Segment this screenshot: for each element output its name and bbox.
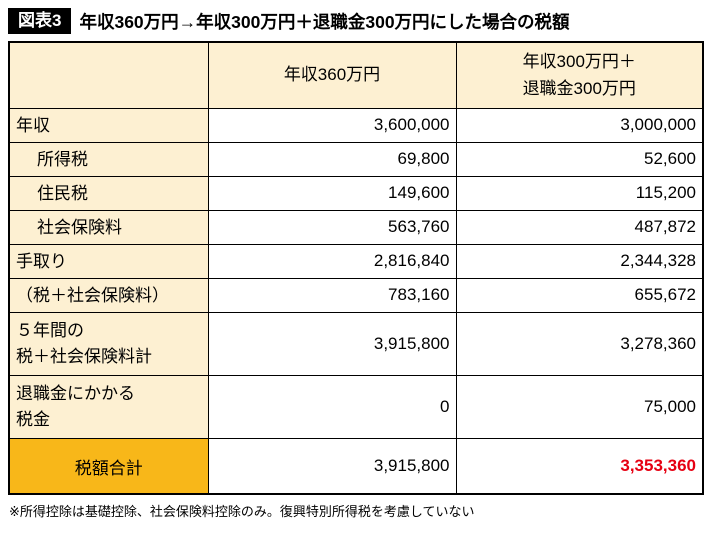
header-row: 年収360万円 年収300万円＋ 退職金300万円 bbox=[8, 41, 704, 109]
table-row-income-tax: 所得税 69,800 52,600 bbox=[8, 141, 704, 177]
table-row-income: 年収 3,600,000 3,000,000 bbox=[8, 107, 704, 143]
row-label: 手取り bbox=[8, 243, 209, 279]
row-value-col2: 75,000 bbox=[455, 374, 704, 439]
total-value-col2-highlighted: 3,353,360 bbox=[455, 437, 704, 495]
row-value-col2: 487,872 bbox=[455, 209, 704, 245]
footnote: ※所得控除は基礎控除、社会保険料控除のみ。復興特別所得税を考慮していない bbox=[9, 504, 475, 520]
table-row-social-insurance: 社会保険料 563,760 487,872 bbox=[8, 209, 704, 245]
figure-container: 図表3 年収360万円→年収300万円＋退職金300万円にした場合の税額 年収3… bbox=[8, 8, 704, 520]
column-header-300-retirement: 年収300万円＋ 退職金300万円 bbox=[455, 41, 704, 109]
row-label: 退職金にかかる 税金 bbox=[8, 374, 209, 439]
row-label: 年収 bbox=[8, 107, 209, 143]
row-value-col2: 655,672 bbox=[455, 277, 704, 313]
row-value-col1: 69,800 bbox=[207, 141, 457, 177]
table-row-resident-tax: 住民税 149,600 115,200 bbox=[8, 175, 704, 211]
table-row-retirement-tax: 退職金にかかる 税金 0 75,000 bbox=[8, 374, 704, 439]
row-value-col2: 115,200 bbox=[455, 175, 704, 211]
row-label: ５年間の 税＋社会保険料計 bbox=[8, 311, 209, 376]
figure-titlebar: 図表3 年収360万円→年収300万円＋退職金300万円にした場合の税額 bbox=[8, 8, 702, 35]
total-row-label: 税額合計 bbox=[8, 437, 209, 495]
row-value-col1: 0 bbox=[207, 374, 457, 439]
table-row-total-tax: 税額合計 3,915,800 3,353,360 bbox=[8, 437, 704, 495]
row-label: 所得税 bbox=[8, 141, 209, 177]
row-value-col1: 563,760 bbox=[207, 209, 457, 245]
row-value-col2: 3,000,000 bbox=[455, 107, 704, 143]
total-value-col1: 3,915,800 bbox=[207, 437, 457, 495]
row-label: 住民税 bbox=[8, 175, 209, 211]
row-value-col2: 52,600 bbox=[455, 141, 704, 177]
column-header-360: 年収360万円 bbox=[207, 41, 457, 109]
tax-comparison-table: 年収360万円 年収300万円＋ 退職金300万円 年収 3,600,000 3… bbox=[8, 41, 704, 496]
row-value-col1: 149,600 bbox=[207, 175, 457, 211]
corner-cell bbox=[8, 41, 209, 109]
row-value-col1: 783,160 bbox=[207, 277, 457, 313]
figure-title: 年収360万円→年収300万円＋退職金300万円にした場合の税額 bbox=[79, 11, 570, 32]
row-value-col1: 3,915,800 bbox=[207, 311, 457, 376]
row-value-col2: 3,278,360 bbox=[455, 311, 704, 376]
row-value-col2: 2,344,328 bbox=[455, 243, 704, 279]
row-label: 社会保険料 bbox=[8, 209, 209, 245]
row-value-col1: 3,600,000 bbox=[207, 107, 457, 143]
table-row-take-home: 手取り 2,816,840 2,344,328 bbox=[8, 243, 704, 279]
row-value-col1: 2,816,840 bbox=[207, 243, 457, 279]
table-row-5year-total: ５年間の 税＋社会保険料計 3,915,800 3,278,360 bbox=[8, 311, 704, 376]
table-row-tax-plus-insurance: （税＋社会保険料） 783,160 655,672 bbox=[8, 277, 704, 313]
row-label: （税＋社会保険料） bbox=[8, 277, 209, 313]
figure-number-badge: 図表3 bbox=[8, 8, 72, 35]
